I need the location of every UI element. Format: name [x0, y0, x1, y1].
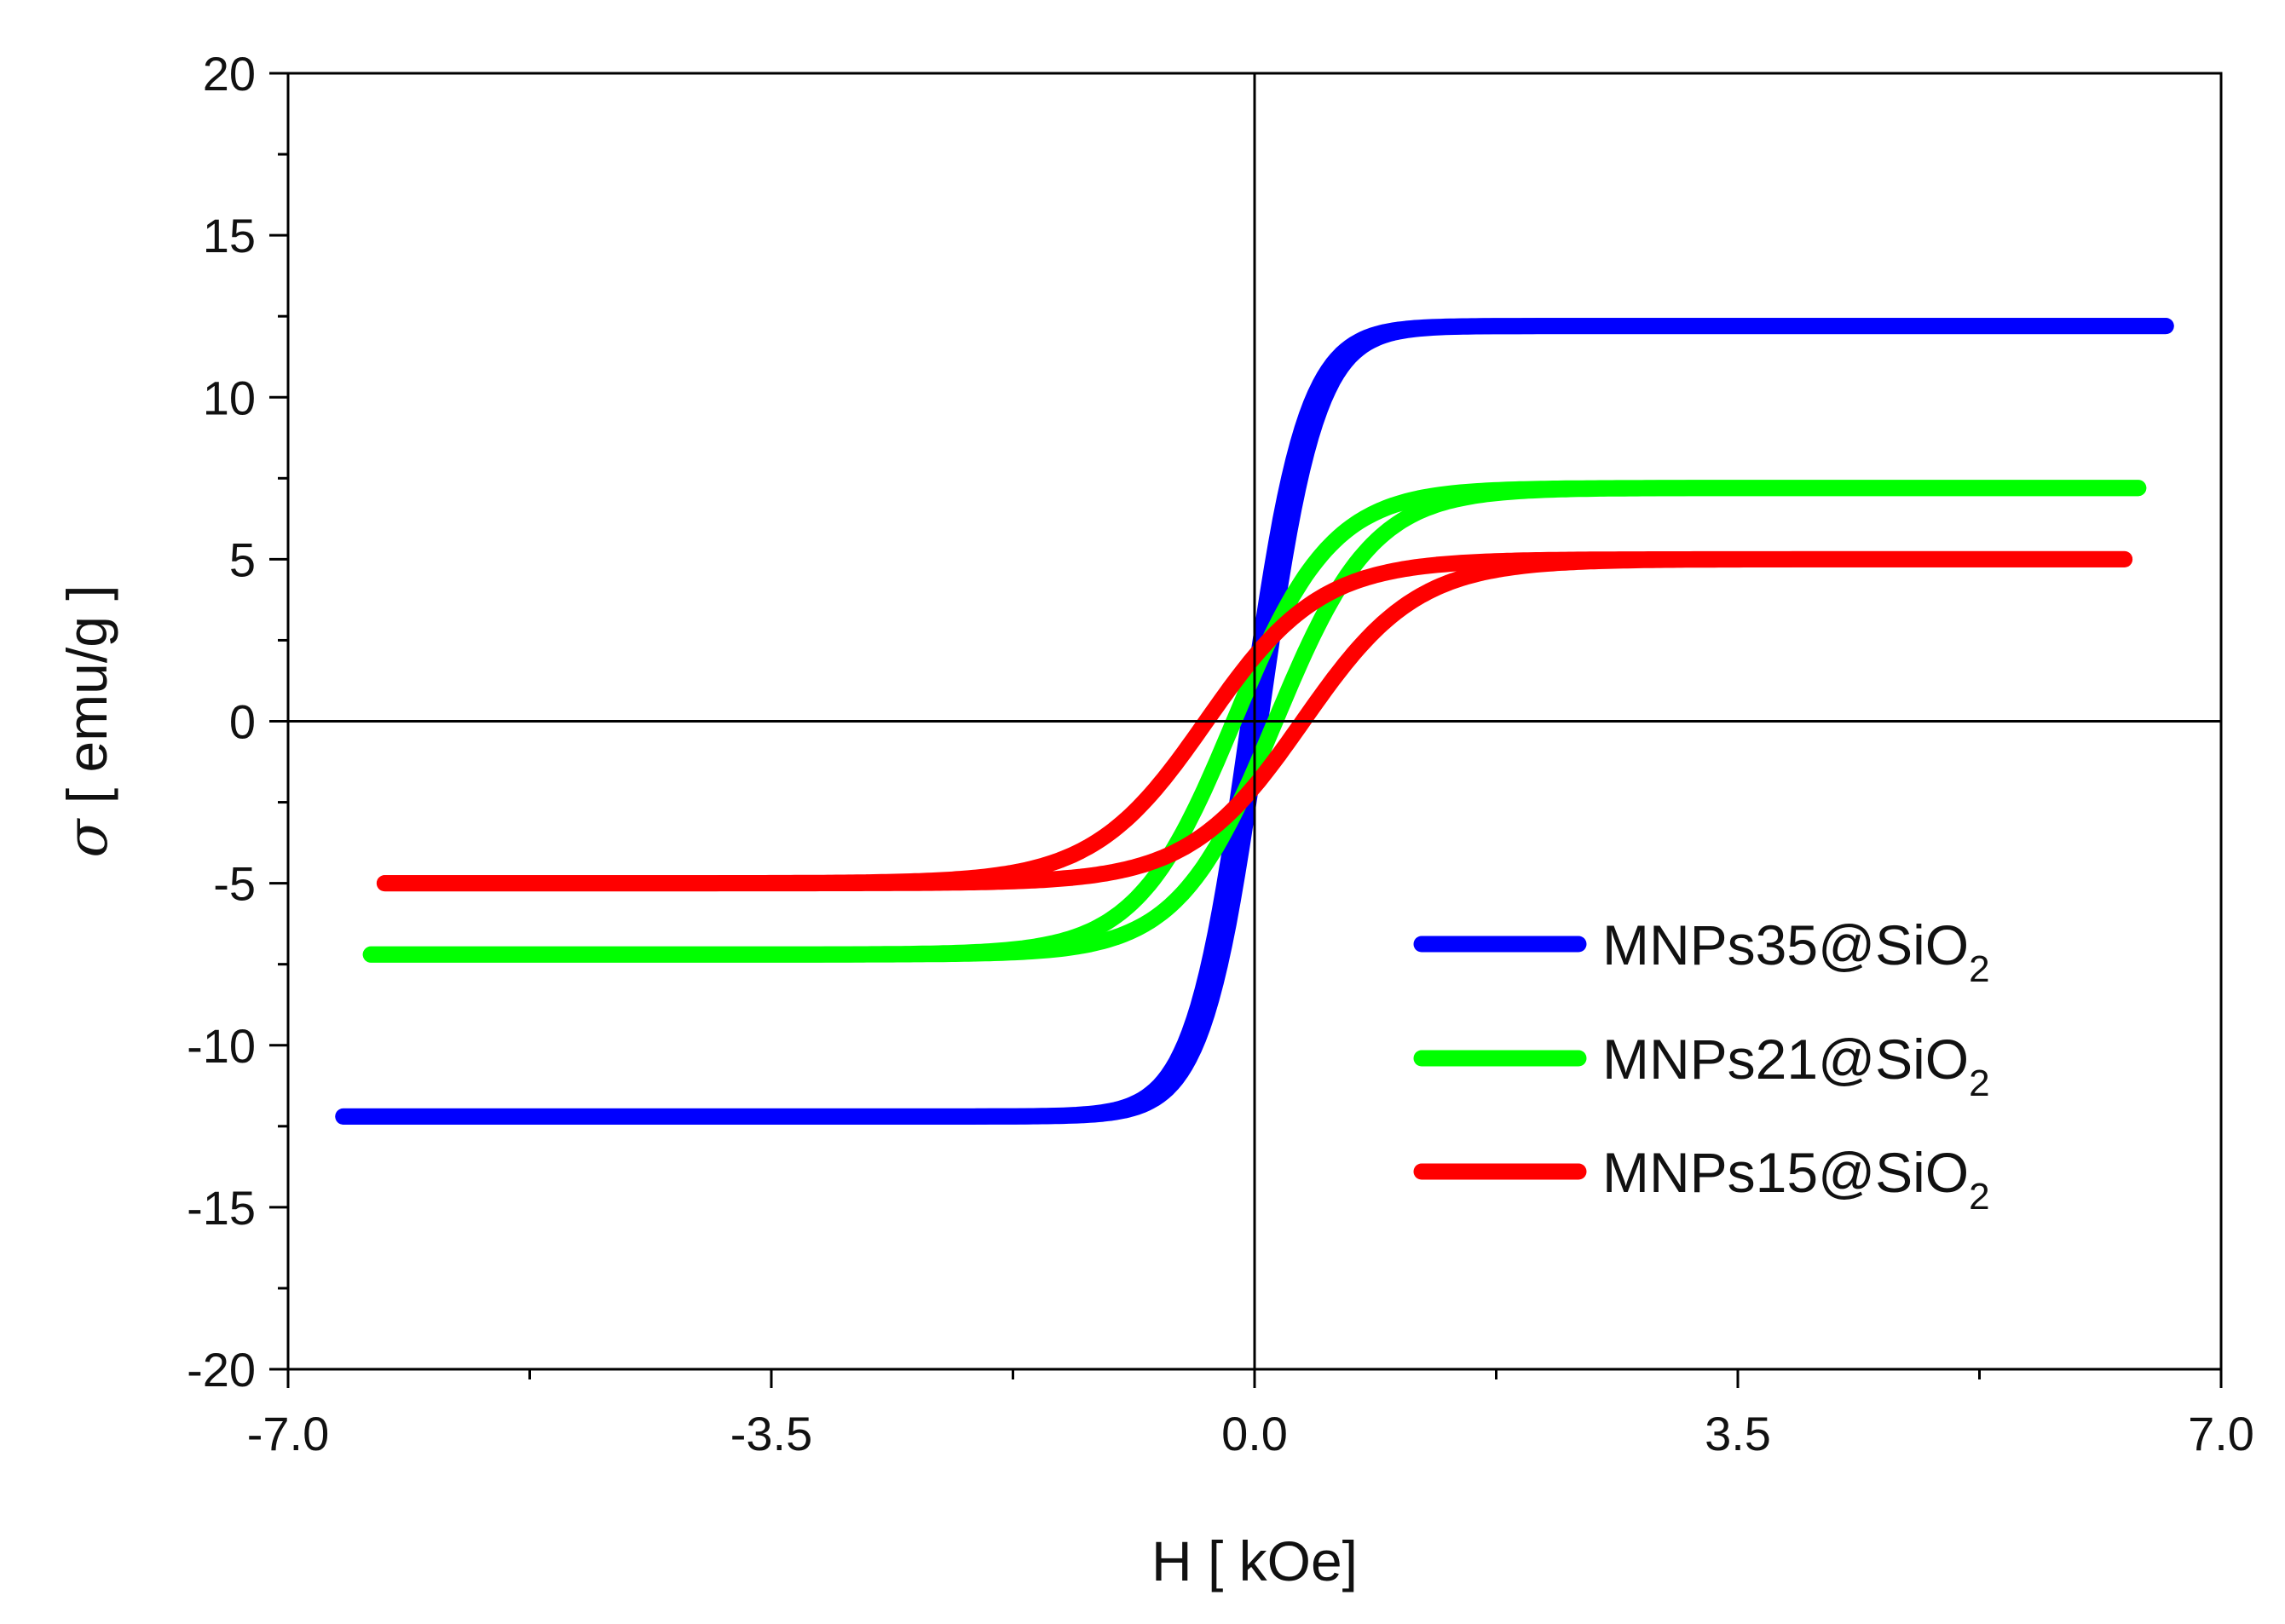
y-tick-label: -5 [213, 857, 256, 911]
x-tick-label: 0.0 [1221, 1407, 1288, 1460]
y-tick-label: -10 [187, 1019, 256, 1073]
legend-label-2: MNPs21@SiO2 [1602, 1028, 1990, 1104]
y-tick-label: 20 [203, 47, 256, 101]
x-tick-label: 7.0 [2188, 1407, 2254, 1460]
legend-label-1: MNPs35@SiO2 [1602, 913, 1990, 990]
legend-label-subscript: 2 [1969, 948, 1989, 990]
y-tick-label: -15 [187, 1181, 256, 1235]
x-tick-label: 3.5 [1705, 1407, 1771, 1460]
axes-layer: -7.0 -3.5 0.0 3.5 7.0 20 15 10 5 0 -5 -10 -15 -20 H [ … [55, 47, 2254, 1592]
y-axis-unit: [ emu/g ] [55, 585, 118, 819]
legend-label-main: MNPs15@SiO [1602, 1141, 1969, 1204]
y-axis-title: σ [ emu/g ] [55, 585, 120, 857]
legend-label-3: MNPs15@SiO2 [1602, 1141, 1990, 1218]
legend-label-main: MNPs35@SiO [1602, 913, 1969, 976]
x-tick-label: -7.0 [247, 1407, 330, 1460]
legend-label-main: MNPs21@SiO [1602, 1028, 1969, 1091]
y-tick-label: 15 [203, 209, 256, 262]
y-tick-label: 10 [203, 371, 256, 424]
legend-label-subscript: 2 [1969, 1063, 1989, 1104]
y-tick-label: -20 [187, 1343, 256, 1397]
y-tick-label: 5 [229, 533, 256, 586]
y-axis-symbol: σ [55, 818, 120, 858]
x-tick-label: -3.5 [730, 1407, 813, 1460]
y-tick-label: 0 [229, 695, 256, 749]
x-axis-title: H [ kOe] [1151, 1529, 1358, 1592]
legend-label-subscript: 2 [1969, 1176, 1989, 1218]
